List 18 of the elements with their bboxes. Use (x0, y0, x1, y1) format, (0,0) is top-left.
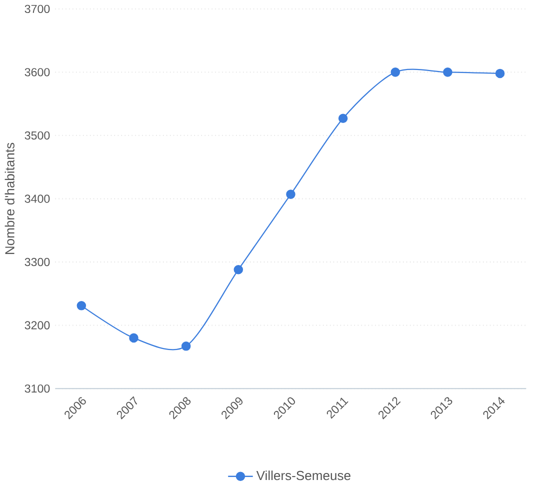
point (495, 68, 505, 78)
point (234, 264, 244, 274)
point (181, 342, 191, 351)
legend-label: Villers-Semeuse (256, 470, 350, 480)
y-tick-label: 3200 (24, 321, 50, 330)
point (390, 68, 400, 77)
point (338, 114, 348, 124)
point (129, 333, 138, 343)
y-tick-label: 3400 (24, 194, 50, 203)
point (76, 301, 86, 310)
y-tick-label: 3300 (24, 258, 50, 266)
y-tick-label: 3700 (24, 4, 50, 14)
y-axis-title: Nombre d'habitants (4, 142, 14, 254)
y-tick-label: 3500 (24, 131, 50, 140)
point (443, 68, 452, 77)
point (286, 190, 296, 199)
y-tick-label: 3100 (24, 384, 50, 393)
y-tick-label: 3600 (24, 68, 50, 76)
